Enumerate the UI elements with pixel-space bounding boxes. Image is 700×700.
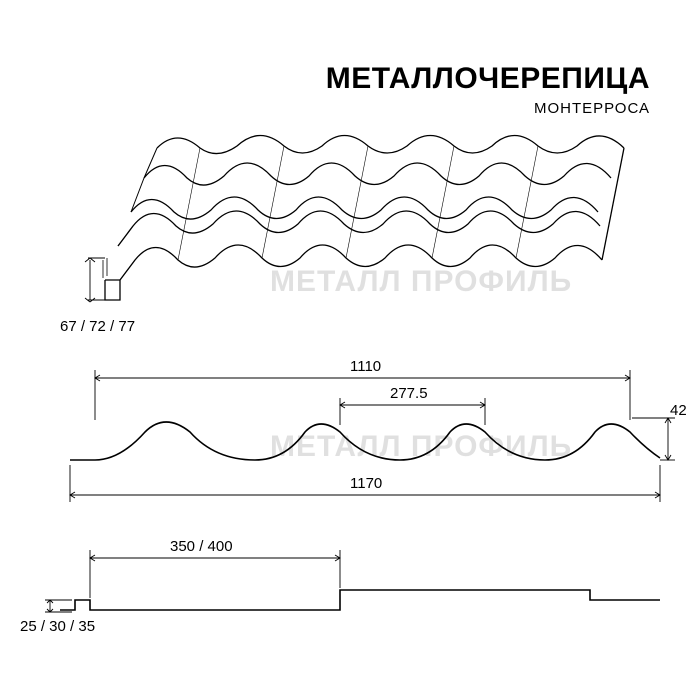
step-length-label: 350 / 400	[170, 538, 233, 555]
step-drawing	[0, 0, 700, 700]
step-height-label: 25 / 30 / 35	[20, 618, 95, 635]
